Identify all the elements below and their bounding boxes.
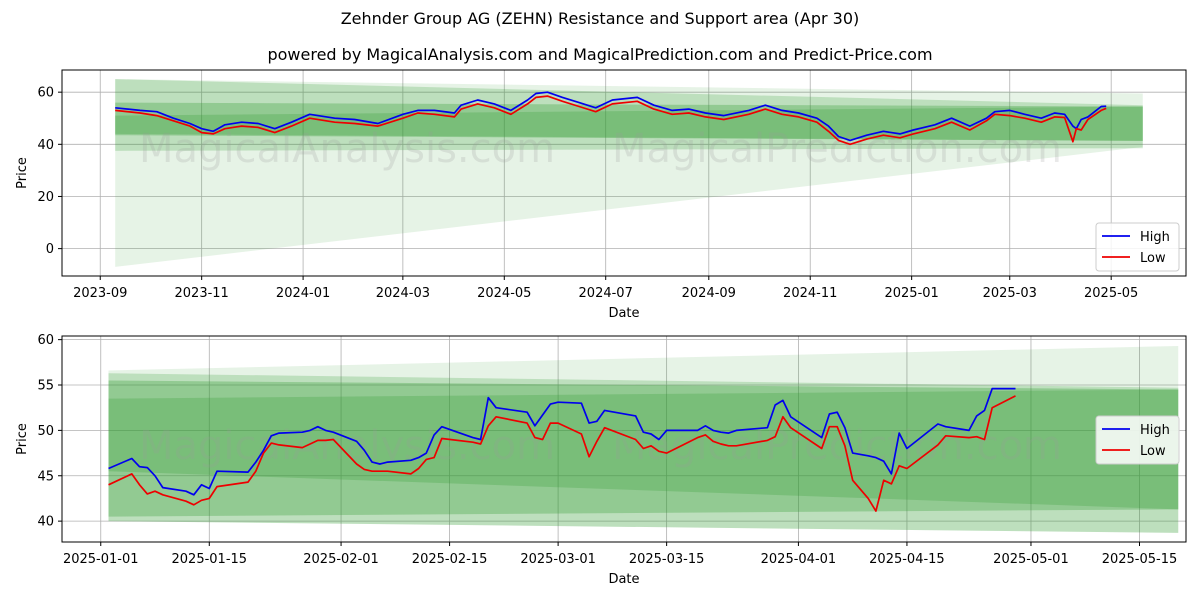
legend: High Low	[1095, 415, 1180, 465]
x-tick-label: 2025-03	[983, 286, 1037, 301]
x-tick-label: 2025-04-15	[869, 552, 945, 567]
legend-label-low: Low	[1140, 444, 1166, 459]
series-low-line	[108, 395, 1016, 512]
chart-panel-1: MagicalAnalysis.com MagicalPrediction.com…	[15, 69, 1187, 321]
x-tick-label: 2023-09	[73, 286, 127, 301]
y-axis-label: Price	[15, 423, 30, 455]
x-tick-label: 2025-04-01	[761, 552, 837, 567]
x-tick-label: 2025-05	[1084, 286, 1138, 301]
x-tick-label: 2024-03	[376, 286, 430, 301]
y-tick-label: 40	[37, 515, 54, 530]
legend-label-high: High	[1140, 423, 1170, 438]
series-high-line	[108, 387, 1016, 496]
legend-label-high: High	[1140, 230, 1170, 245]
y-tick-label: 60	[37, 86, 54, 101]
legend-label-low: Low	[1140, 251, 1166, 266]
x-tick-label: 2025-03-15	[629, 552, 705, 567]
y-tick-label: 45	[37, 469, 54, 484]
y-tick-label: 55	[37, 379, 54, 394]
chart-panel-2: MagicalAnalysis.com MagicalPrediction.com…	[15, 333, 1187, 587]
legend: High Low	[1095, 222, 1180, 272]
watermark-2: MagicalPrediction.com	[612, 126, 1062, 172]
y-tick-label: 60	[37, 333, 54, 348]
band-outer-medium	[115, 79, 1143, 151]
x-tick-label: 2025-02-01	[303, 552, 379, 567]
plot-frame	[61, 69, 1187, 277]
x-tick-label: 2025-01-01	[63, 552, 139, 567]
chart-subtitle: powered by MagicalAnalysis.com and Magic…	[267, 45, 933, 64]
x-tick-label: 2024-11	[783, 286, 837, 301]
band-core	[108, 389, 1179, 510]
x-tick-label: 2025-01-15	[172, 552, 248, 567]
x-tick-label: 2023-11	[175, 286, 229, 301]
series-high-line	[115, 91, 1107, 142]
y-tick-label: 0	[46, 242, 54, 257]
x-tick-label: 2024-07	[579, 286, 633, 301]
x-tick-label: 2024-05	[477, 286, 531, 301]
x-tick-label: 2024-01	[276, 286, 330, 301]
y-tick-label: 20	[37, 190, 54, 205]
x-tick-label: 2025-05-01	[993, 552, 1069, 567]
y-tick-label: 50	[37, 424, 54, 439]
x-tick-label: 2024-09	[682, 286, 736, 301]
x-axis-label: Date	[608, 572, 639, 587]
band-outer-medium	[108, 373, 1179, 533]
x-tick-label: 2025-02-15	[412, 552, 488, 567]
y-axis-label: Price	[15, 157, 30, 189]
plot-frame	[61, 335, 1187, 543]
x-tick-label: 2025-01	[884, 286, 938, 301]
series-low-line	[115, 95, 1107, 146]
band-outer-light	[108, 345, 1179, 533]
y-tick-label: 40	[37, 138, 54, 153]
watermark-1: MagicalAnalysis.com	[139, 423, 555, 469]
x-axis-label: Date	[608, 306, 639, 321]
x-tick-label: 2025-05-15	[1102, 552, 1178, 567]
x-tick-label: 2025-03-01	[520, 552, 596, 567]
chart-title: Zehnder Group AG (ZEHN) Resistance and S…	[340, 9, 860, 28]
